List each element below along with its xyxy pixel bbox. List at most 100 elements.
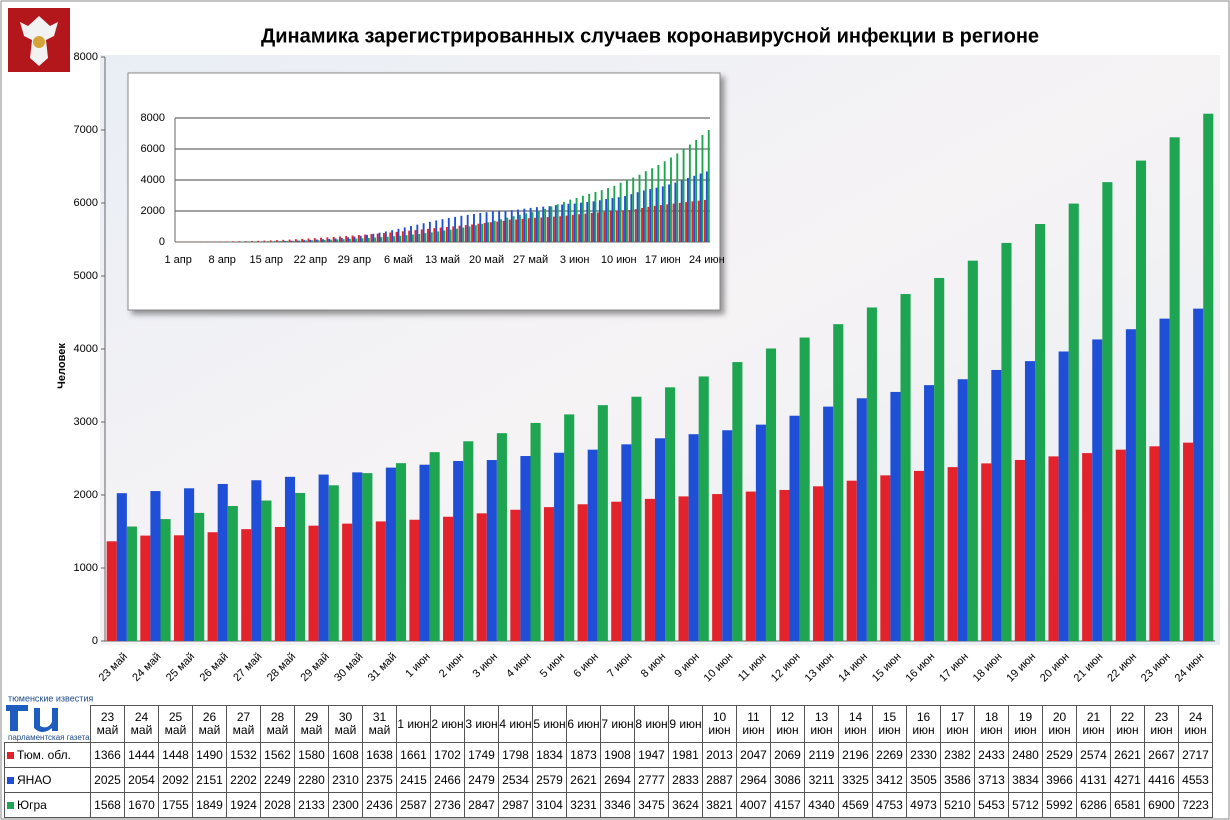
bar — [295, 492, 306, 641]
table-value: 2534 — [498, 767, 533, 793]
bar — [422, 223, 425, 242]
bar — [347, 237, 350, 242]
bar — [477, 223, 480, 242]
table-value: 2480 — [1008, 742, 1043, 768]
legend-label: Югра — [17, 797, 47, 812]
bar — [559, 216, 562, 242]
table-category: 28 май — [260, 705, 295, 743]
bar — [704, 199, 706, 242]
table-value: 2777 — [634, 767, 669, 793]
table-value: 2694 — [600, 767, 635, 793]
x-tick-label: 10 июн — [601, 254, 637, 266]
bar — [578, 214, 581, 242]
bar — [707, 130, 710, 242]
table-value: 2667 — [1144, 742, 1179, 768]
bar — [554, 205, 557, 242]
bar — [561, 204, 564, 242]
bar — [564, 414, 575, 641]
bar — [290, 240, 293, 242]
table-value: 2717 — [1178, 742, 1213, 768]
bar — [552, 216, 555, 242]
table-value: 3346 — [600, 792, 635, 818]
bar — [634, 209, 637, 242]
bar — [308, 525, 319, 641]
inset-panel — [127, 72, 721, 311]
bar — [487, 222, 490, 242]
bar — [244, 241, 247, 242]
table-value: 2736 — [430, 792, 465, 818]
bar — [160, 519, 171, 641]
bar — [586, 202, 589, 242]
bar — [525, 213, 528, 242]
bar — [550, 206, 553, 242]
bar — [207, 532, 218, 641]
bar — [651, 168, 654, 242]
table-value: 4271 — [1110, 767, 1145, 793]
bar — [263, 240, 266, 242]
bar — [799, 337, 810, 641]
bar — [672, 203, 675, 242]
table-value: 2269 — [872, 742, 907, 768]
table-value: 2196 — [838, 742, 873, 768]
table-value: 2466 — [430, 767, 465, 793]
bar — [349, 238, 351, 242]
bar — [624, 196, 626, 242]
table-value: 2375 — [362, 767, 397, 793]
bar — [523, 208, 526, 242]
bar — [540, 217, 543, 242]
bar — [1092, 339, 1103, 641]
bar — [323, 239, 326, 242]
y-tick-label: 5000 — [74, 270, 98, 282]
table-value: 2280 — [294, 767, 329, 793]
bar — [217, 483, 228, 641]
table-category: 7 июн — [600, 705, 635, 743]
table-value: 2479 — [464, 767, 499, 793]
table-value: 2310 — [328, 767, 363, 793]
table-value: 1444 — [124, 742, 159, 768]
bar — [433, 228, 436, 242]
bar — [594, 191, 597, 242]
table-value: 3713 — [974, 767, 1009, 793]
bar — [600, 190, 603, 242]
bar — [309, 239, 312, 242]
table-value: 3834 — [1008, 767, 1043, 793]
y-axis-label: Человек — [56, 343, 68, 389]
bar — [665, 387, 676, 641]
x-tick-label: 4 июн — [504, 651, 533, 680]
bar — [1183, 442, 1194, 641]
bar — [251, 480, 262, 641]
y-tick-label: 0 — [159, 236, 165, 248]
bar — [722, 430, 733, 641]
bar — [934, 277, 945, 641]
bar — [298, 240, 301, 242]
x-tick-label: 27 май — [231, 651, 264, 684]
bar — [611, 198, 614, 242]
bar — [453, 460, 464, 641]
bar — [374, 237, 377, 242]
bar — [435, 220, 438, 242]
bar — [471, 224, 474, 242]
bar — [597, 212, 599, 242]
y-tick-label: 4000 — [141, 174, 165, 186]
x-tick-label: 15 апр — [250, 254, 283, 266]
bar — [548, 206, 551, 242]
table-category: 12 июн — [770, 705, 805, 743]
bar — [680, 180, 683, 242]
bar — [439, 227, 442, 242]
bar — [597, 405, 608, 641]
bar — [307, 238, 310, 242]
table-value: 1981 — [668, 742, 703, 768]
table-category: 14 июн — [838, 705, 873, 743]
x-tick-label: 9 июн — [672, 651, 701, 680]
bar — [355, 238, 358, 242]
bar — [621, 444, 632, 641]
table-value: 2415 — [396, 767, 431, 793]
bar — [328, 485, 339, 641]
bar — [301, 238, 304, 242]
bar — [765, 348, 777, 641]
bar — [705, 171, 708, 242]
x-tick-label: 3 июн — [471, 651, 500, 680]
x-tick-label: 26 май — [198, 651, 231, 684]
